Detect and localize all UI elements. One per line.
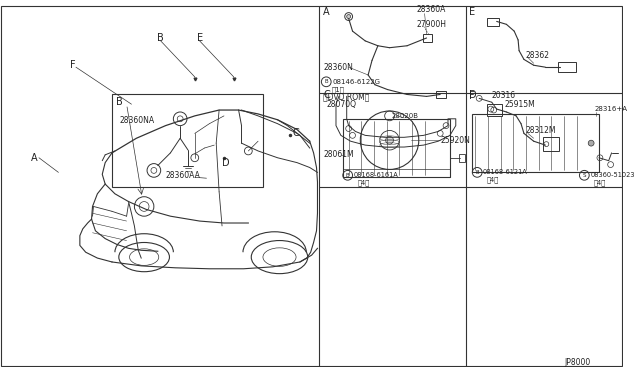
- Text: S: S: [582, 173, 586, 178]
- Text: 08360-51023: 08360-51023: [590, 172, 635, 178]
- Bar: [459, 154, 465, 162]
- Text: 28362: 28362: [526, 51, 550, 60]
- Text: 28316+A: 28316+A: [594, 106, 627, 112]
- Bar: [343, 169, 450, 177]
- Text: 25920N: 25920N: [440, 136, 470, 145]
- Text: 28070Q: 28070Q: [326, 100, 356, 109]
- Text: 28020B: 28020B: [392, 113, 419, 119]
- Text: 20316: 20316: [492, 91, 516, 100]
- Bar: [487, 104, 502, 116]
- Circle shape: [588, 140, 594, 146]
- Text: B: B: [324, 79, 328, 84]
- Text: F: F: [70, 60, 76, 70]
- Bar: [558, 62, 575, 72]
- Text: 27900H: 27900H: [417, 20, 447, 29]
- Text: 28061M: 28061M: [323, 150, 354, 159]
- Bar: [343, 119, 450, 177]
- Text: 08168-6121A: 08168-6121A: [483, 169, 528, 175]
- Text: E: E: [196, 33, 203, 43]
- Text: 28312M: 28312M: [526, 126, 556, 135]
- Text: A: A: [323, 7, 330, 17]
- Bar: [422, 34, 433, 42]
- Bar: [487, 17, 499, 26]
- Bar: [112, 94, 263, 187]
- Circle shape: [386, 136, 394, 144]
- Text: JP8000: JP8000: [565, 358, 591, 367]
- Text: B: B: [116, 97, 123, 107]
- Text: 28360NA: 28360NA: [120, 116, 155, 125]
- Bar: [436, 90, 446, 98]
- Text: D: D: [222, 158, 230, 168]
- Text: A: A: [31, 153, 38, 163]
- Text: （4）: （4）: [594, 180, 606, 186]
- Text: 08168-6161A: 08168-6161A: [353, 172, 398, 178]
- Text: 28360N: 28360N: [323, 63, 353, 72]
- Text: B: B: [346, 173, 349, 178]
- Text: （4）: （4）: [357, 180, 370, 186]
- Text: 25915M: 25915M: [504, 100, 535, 109]
- Text: B: B: [157, 33, 164, 43]
- Bar: [472, 114, 599, 172]
- Text: C: C: [292, 128, 299, 138]
- Text: 28360A: 28360A: [417, 5, 446, 14]
- Text: B: B: [476, 170, 479, 175]
- Text: 28360AA: 28360AA: [166, 171, 200, 180]
- Text: E: E: [469, 7, 476, 17]
- Text: （DVD ROM）: （DVD ROM）: [323, 92, 370, 101]
- Text: D: D: [469, 90, 477, 100]
- Text: （1）: （1）: [332, 86, 345, 93]
- Text: （4）: （4）: [487, 177, 499, 183]
- Bar: [543, 137, 559, 151]
- Circle shape: [347, 15, 351, 19]
- Text: F: F: [469, 92, 475, 102]
- Text: 08146-6122G: 08146-6122G: [332, 79, 380, 85]
- Text: C: C: [323, 90, 330, 100]
